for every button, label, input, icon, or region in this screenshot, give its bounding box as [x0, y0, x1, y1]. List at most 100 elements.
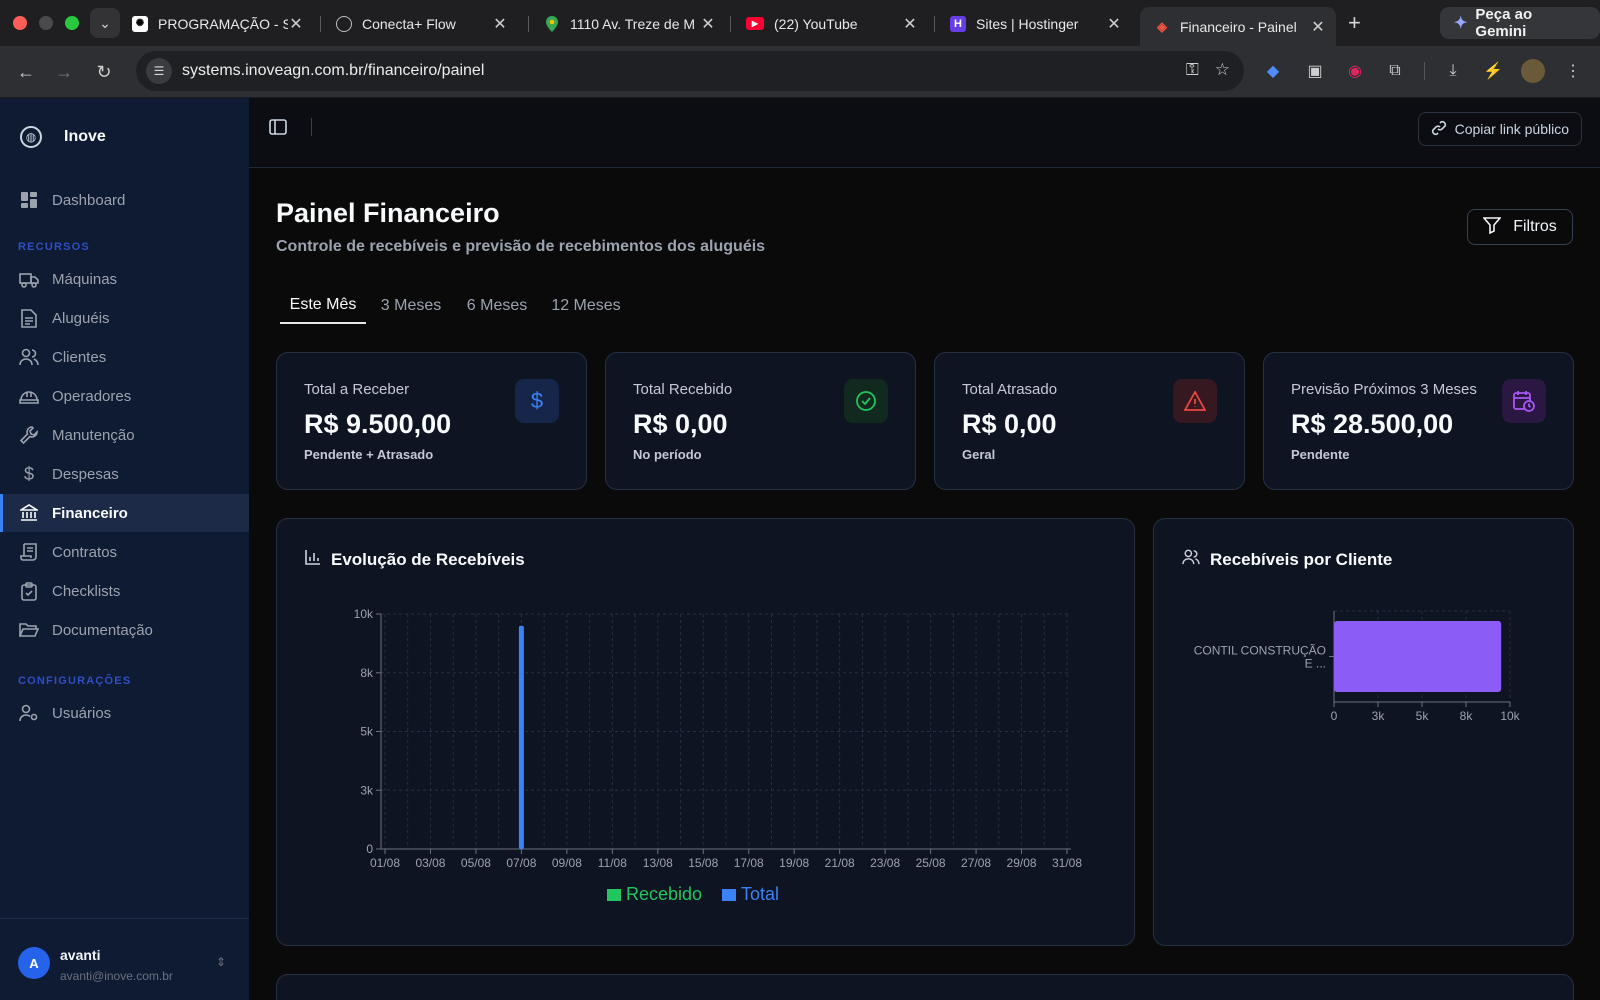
- tab-3-meses[interactable]: 3 Meses: [380, 297, 442, 314]
- site-settings-icon[interactable]: ☰: [146, 58, 172, 84]
- browser-tab-bar: ⌄ ✺ PROGRAMAÇÃO - S ✕ Conecta+ Flow ✕ 11…: [0, 0, 1600, 46]
- url-text[interactable]: systems.inoveagn.com.br/financeiro/paine…: [182, 62, 485, 79]
- alert-triangle-icon: [1173, 379, 1217, 423]
- close-tab-icon[interactable]: ✕: [493, 15, 507, 33]
- close-window-button[interactable]: [13, 16, 27, 30]
- evolution-chart: 0 3k 5k 8k 10k 01/08 03/08 05/08 07/08 09/08 11/08…: [354, 607, 1083, 904]
- panel-title: Recebíveis por Cliente: [1182, 549, 1392, 570]
- new-tab-button[interactable]: +: [1348, 10, 1361, 35]
- reload-button[interactable]: ↻: [96, 61, 112, 82]
- close-tab-icon[interactable]: ✕: [1311, 18, 1325, 36]
- brand[interactable]: ◍ Inove: [20, 126, 106, 148]
- performance-icon[interactable]: ⚡: [1483, 63, 1503, 80]
- zoom-window-button[interactable]: [65, 16, 79, 30]
- tab-search-button[interactable]: ⌄: [90, 8, 120, 38]
- users-icon: [19, 347, 39, 367]
- sidebar-item-operadores[interactable]: Operadores: [0, 377, 249, 415]
- copy-public-link-button[interactable]: Copiar link público: [1417, 112, 1582, 146]
- address-bar[interactable]: ☰ systems.inoveagn.com.br/financeiro/pai…: [136, 51, 1244, 91]
- clipboard-check-icon: [19, 581, 39, 601]
- x-tick-label: 10k: [1500, 709, 1520, 723]
- browser-tab[interactable]: 1110 Av. Treze de M ✕: [530, 7, 726, 40]
- dollar-icon: $: [515, 379, 559, 423]
- sidebar-item-checklists[interactable]: Checklists: [0, 572, 249, 610]
- filters-button[interactable]: Filtros: [1467, 209, 1573, 245]
- tab-divider: [320, 16, 321, 32]
- avatar[interactable]: A: [18, 947, 50, 979]
- sidebar-item-maquinas[interactable]: Máquinas: [0, 260, 249, 298]
- sidebar-item-alugueis[interactable]: Aluguéis: [0, 299, 249, 337]
- youtube-icon: ▶: [746, 17, 764, 30]
- evolution-panel: Evolução de Recebíveis 0 3k 5k 8k 10k 01/08 03…: [276, 518, 1135, 946]
- extension-tag-icon[interactable]: ◆: [1266, 63, 1280, 80]
- section-label-resources: RECURSOS: [18, 241, 90, 253]
- sidebar-item-documentacao[interactable]: Documentação: [0, 611, 249, 649]
- sidebar-item-clientes[interactable]: Clientes: [0, 338, 249, 376]
- main-content: Copiar link público Painel Financeiro Co…: [249, 98, 1600, 1000]
- download-icon[interactable]: ⤓: [1449, 62, 1457, 79]
- y-tick-label: 8k: [360, 666, 374, 680]
- browser-tab[interactable]: ✺ PROGRAMAÇÃO - S ✕: [118, 7, 314, 40]
- folder-open-icon: [19, 620, 39, 640]
- close-tab-icon[interactable]: ✕: [289, 15, 303, 33]
- tab-6-meses[interactable]: 6 Meses: [466, 297, 528, 314]
- extensions-puzzle-icon[interactable]: ⧉: [1389, 62, 1401, 79]
- sidebar-item-contratos[interactable]: Contratos: [0, 533, 249, 571]
- toolbar-divider: [1424, 62, 1425, 80]
- browser-menu-icon[interactable]: ⋮: [1565, 63, 1581, 80]
- password-key-icon[interactable]: ⚿: [1185, 60, 1199, 79]
- browser-tab[interactable]: ▶ (22) YouTube ✕: [732, 7, 928, 40]
- sidebar-item-financeiro[interactable]: Financeiro: [0, 494, 249, 532]
- x-tick-label: 29/08: [1007, 856, 1037, 870]
- screenshot-camera-icon[interactable]: ▣: [1307, 63, 1323, 80]
- user-name: avanti: [60, 947, 101, 963]
- sidebar-item-dashboard[interactable]: Dashboard: [0, 181, 249, 219]
- x-tick-label: 3k: [1372, 709, 1386, 723]
- forward-button[interactable]: →: [55, 61, 73, 82]
- browser-tab[interactable]: Conecta+ Flow ✕: [322, 7, 518, 40]
- minimize-window-button[interactable]: [39, 16, 53, 30]
- bar-chart-icon: [305, 549, 321, 570]
- stat-label: Total a Receber: [304, 381, 410, 398]
- sidebar-item-manutencao[interactable]: Manutenção: [0, 416, 249, 454]
- y-tick-label: 5k: [360, 725, 374, 739]
- stat-value: R$ 0,00: [962, 409, 1057, 439]
- dollar-icon: $: [23, 463, 34, 484]
- y-tick-label: 0: [366, 842, 373, 856]
- chevrons-up-down-icon[interactable]: ⇕: [216, 955, 227, 969]
- user-menu[interactable]: A avanti avanti@inove.com.br ⇕: [0, 918, 249, 1000]
- x-tick-label: 13/08: [643, 856, 673, 870]
- x-tick-label: 09/08: [552, 856, 582, 870]
- tab-12-meses[interactable]: 12 Meses: [551, 297, 621, 314]
- browser-tab[interactable]: H Sites | Hostinger ✕: [936, 7, 1132, 40]
- sidebar-item-despesas[interactable]: $ Despesas: [0, 455, 249, 493]
- gemini-button[interactable]: ✦ Peça ao Gemini: [1440, 6, 1600, 40]
- browser-tab-active[interactable]: ◈ Financeiro - Painel ✕: [1140, 7, 1336, 46]
- extension-pdf-icon[interactable]: ◉: [1348, 63, 1362, 80]
- close-tab-icon[interactable]: ✕: [903, 15, 917, 33]
- stat-subtext: No período: [633, 447, 702, 462]
- sidebar-toggle-icon[interactable]: [267, 116, 289, 138]
- user-cog-icon: [19, 703, 39, 723]
- tab-este-mes[interactable]: Este Mês: [280, 288, 366, 324]
- stat-subtext: Pendente: [1291, 447, 1350, 462]
- x-tick-label: 11/08: [598, 856, 627, 870]
- sidebar-item-usuarios[interactable]: Usuários: [0, 694, 249, 732]
- close-tab-icon[interactable]: ✕: [701, 15, 715, 33]
- users-icon: [1182, 549, 1200, 570]
- link-icon: [1431, 120, 1447, 139]
- back-button[interactable]: ←: [17, 61, 35, 82]
- hard-hat-icon: [19, 386, 39, 406]
- profile-avatar[interactable]: [1521, 59, 1545, 83]
- bar-total: [518, 625, 524, 849]
- x-tick-label: 27/08: [961, 856, 991, 870]
- close-tab-icon[interactable]: ✕: [1107, 15, 1121, 33]
- client-chart: 0 3k 5k 8k 10k CONTIL CONSTRUÇÃO E ...: [1194, 610, 1521, 723]
- filter-icon: [1482, 216, 1502, 239]
- laravel-icon: ◈: [1157, 18, 1167, 34]
- y-tick-label: CONTIL CONSTRUÇÃO E ...: [1194, 644, 1326, 671]
- stat-label: Total Recebido: [633, 381, 733, 398]
- bookmark-star-icon[interactable]: ☆: [1214, 60, 1230, 79]
- bottom-panel: [276, 974, 1574, 1000]
- tab-divider: [528, 16, 529, 32]
